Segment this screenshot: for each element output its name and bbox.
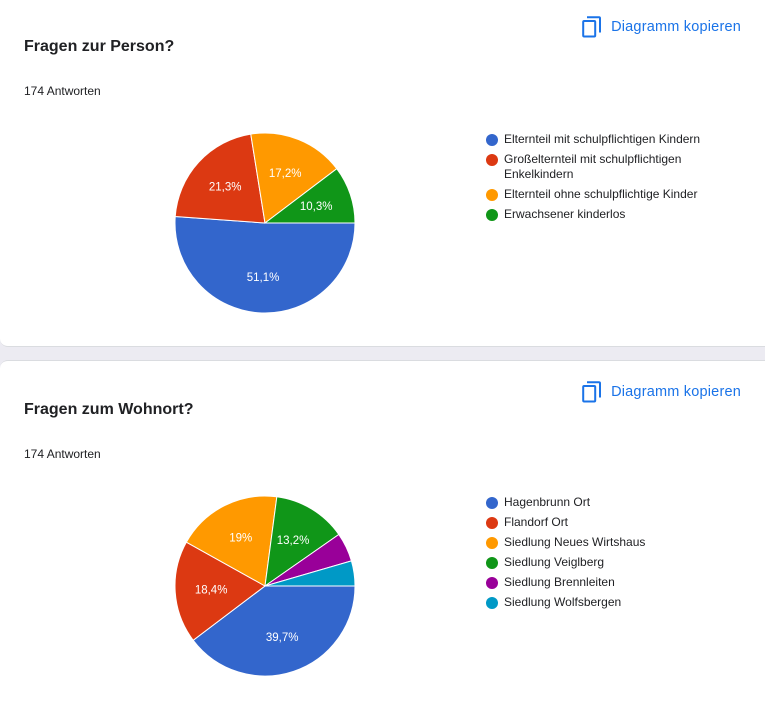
legend-item[interactable]: Großelternteil mit schulpflichtigen Enke… [486, 152, 716, 182]
chart-legend: Hagenbrunn Ort Flandorf Ort Siedlung Neues… [486, 495, 716, 615]
slice-data-label: 21,3% [209, 182, 242, 194]
slice-data-label: 18,4% [195, 585, 228, 597]
chart-card-wohnort: Diagramm kopieren Fragen zum Wohnort? 17… [0, 360, 765, 720]
legend-label: Flandorf Ort [504, 515, 569, 529]
pie-slice[interactable] [174, 133, 266, 224]
legend-label: Elternteil mit schulpflichtigen Kindern [504, 132, 701, 146]
copy-icon [582, 381, 602, 403]
legend-item[interactable]: Erwachsener kinderlos [486, 207, 716, 222]
legend-label: Siedlung Veiglberg [504, 555, 605, 569]
legend-marker [486, 134, 498, 146]
legend-marker [486, 209, 498, 221]
legend-label: Siedlung Brennleiten [504, 575, 615, 589]
slice-data-label: 51,1% [247, 272, 280, 284]
pie-slice[interactable] [185, 495, 278, 587]
legend-marker [486, 597, 498, 609]
legend-marker [486, 577, 498, 589]
legend-marker [486, 517, 498, 529]
legend-item[interactable]: Siedlung Wolfsbergen [486, 595, 716, 610]
copy-chart-button[interactable]: Diagramm kopieren [582, 16, 741, 38]
legend-item[interactable]: Siedlung Neues Wirtshaus [486, 535, 716, 550]
legend-marker [486, 537, 498, 549]
pie-slice[interactable] [264, 560, 356, 587]
legend-item[interactable]: Siedlung Brennleiten [486, 575, 716, 590]
pie-slice[interactable] [250, 132, 338, 224]
copy-chart-label: Diagramm kopieren [611, 384, 741, 400]
legend-label: Elternteil ohne schulpflichtige Kinder [504, 187, 698, 201]
legend-item[interactable]: Elternteil mit schulpflichtigen Kindern [486, 132, 716, 147]
slice-data-label: 13,2% [277, 535, 310, 547]
pie-slice[interactable] [192, 585, 356, 677]
legend-label: Siedlung Neues Wirtshaus [504, 535, 646, 549]
legend-marker [486, 154, 498, 166]
pie-chart: 39,7% 18,4% 19% 13,2% [174, 495, 356, 677]
legend-item[interactable]: Siedlung Veiglberg [486, 555, 716, 570]
legend-item[interactable]: Elternteil ohne schulpflichtige Kinder [486, 187, 716, 202]
chart-legend: Elternteil mit schulpflichtigen Kindern G… [486, 132, 716, 227]
response-count: 174 Antworten [24, 447, 101, 461]
legend-item[interactable]: Hagenbrunn Ort [486, 495, 716, 510]
legend-label: Hagenbrunn Ort [504, 495, 591, 509]
legend-marker [486, 557, 498, 569]
legend-label: Erwachsener kinderlos [504, 207, 626, 221]
legend-marker [486, 497, 498, 509]
slice-data-label: 19% [229, 533, 252, 545]
legend-label: Siedlung Wolfsbergen [504, 595, 622, 609]
slice-data-label: 17,2% [269, 168, 302, 180]
legend-marker [486, 189, 498, 201]
slice-data-label: 10,3% [300, 201, 333, 213]
pie-slice[interactable] [174, 541, 266, 641]
legend-label: Großelternteil mit schulpflichtigen Enke… [504, 152, 682, 181]
pie-slice[interactable] [174, 215, 356, 314]
pie-slice[interactable] [264, 496, 340, 588]
copy-icon [582, 16, 602, 38]
legend-item[interactable]: Flandorf Ort [486, 515, 716, 530]
copy-chart-label: Diagramm kopieren [611, 19, 741, 35]
question-title: Fragen zum Wohnort? [24, 401, 194, 418]
chart-card-person: Diagramm kopieren Fragen zur Person? 174… [0, 0, 765, 347]
response-count: 174 Antworten [24, 84, 101, 98]
pie-chart: 51,1% 21,3% 17,2% 10,3% [174, 132, 356, 314]
copy-chart-button[interactable]: Diagramm kopieren [582, 381, 741, 403]
slice-data-label: 39,7% [266, 632, 299, 644]
question-title: Fragen zur Person? [24, 38, 175, 55]
pie-slice[interactable] [263, 167, 356, 224]
